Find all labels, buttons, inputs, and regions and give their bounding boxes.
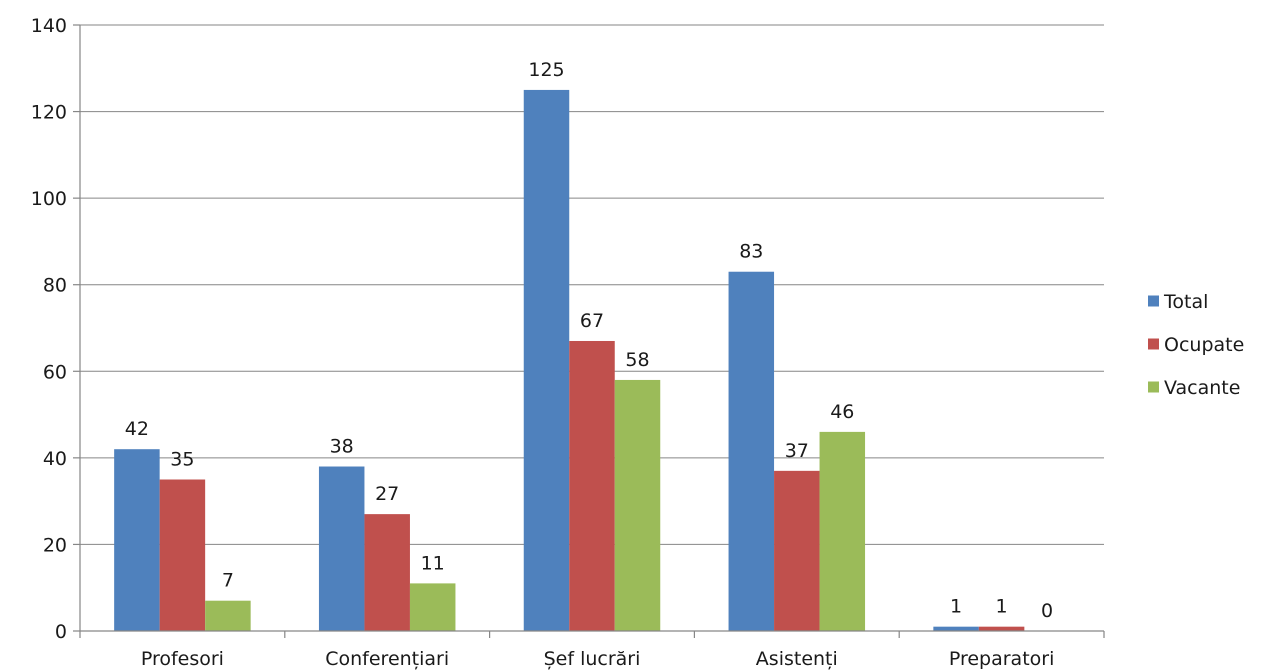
bar-conferentiari-ocupate bbox=[364, 514, 410, 631]
bar-conferentiari-vacante bbox=[409, 583, 456, 631]
legend-item-vacante: Vacante bbox=[1148, 377, 1240, 399]
data-label-preparatori-ocupate: 1 bbox=[996, 596, 1008, 618]
bar-profesori-ocupate bbox=[159, 479, 206, 631]
axes bbox=[79, 25, 1105, 638]
category-label-sef-lucrari: Șef lucrări bbox=[544, 648, 641, 670]
category-label-profesori: Profesori bbox=[141, 648, 224, 670]
y-tick-label: 20 bbox=[43, 534, 67, 556]
y-tick-label: 100 bbox=[31, 188, 67, 210]
bar-asistenti-total bbox=[728, 271, 775, 631]
bar-sef-lucrari-ocupate bbox=[569, 340, 615, 631]
bar-conferentiari-total bbox=[318, 466, 365, 631]
data-label-asistenti-vacante: 46 bbox=[830, 401, 854, 423]
bar-profesori-total bbox=[114, 449, 160, 631]
x-axis-categories: Profesori Conferențiari Șef lucrări Asisten… bbox=[141, 648, 1055, 670]
legend-swatch-vacante bbox=[1148, 381, 1159, 393]
legend-label-total: Total bbox=[1163, 291, 1208, 313]
legend-item-total: Total bbox=[1148, 291, 1208, 313]
bar-asistenti-vacante bbox=[819, 431, 866, 631]
bar-asistenti-ocupate bbox=[774, 470, 820, 631]
data-label-conferentiari-vacante: 11 bbox=[421, 552, 445, 574]
bar-preparatori-total bbox=[933, 626, 979, 631]
data-label-sef-lucrari-vacante: 58 bbox=[625, 349, 649, 371]
category-label-preparatori: Preparatori bbox=[949, 648, 1055, 670]
data-label-profesori-total: 42 bbox=[125, 418, 149, 440]
bar-sef-lucrari-total bbox=[523, 89, 570, 631]
bar-profesori-vacante bbox=[205, 600, 251, 631]
bar-sef-lucrari-vacante bbox=[614, 379, 661, 631]
legend: Total Ocupate Vacante bbox=[1148, 291, 1244, 399]
category-label-conferentiari: Conferențiari bbox=[325, 648, 449, 670]
bar-preparatori-ocupate bbox=[978, 626, 1025, 631]
legend-swatch-total bbox=[1148, 295, 1159, 307]
legend-label-vacante: Vacante bbox=[1164, 377, 1240, 399]
legend-label-ocupate: Ocupate bbox=[1164, 334, 1244, 356]
legend-swatch-ocupate bbox=[1148, 338, 1159, 350]
bars bbox=[114, 89, 1025, 631]
data-label-preparatori-total: 1 bbox=[950, 596, 962, 618]
y-tick-label: 120 bbox=[31, 102, 67, 124]
y-tick-label: 60 bbox=[43, 361, 67, 383]
data-label-profesori-ocupate: 35 bbox=[170, 449, 194, 471]
data-label-asistenti-total: 83 bbox=[739, 241, 763, 263]
y-tick-label: 140 bbox=[31, 15, 67, 37]
data-label-asistenti-ocupate: 37 bbox=[785, 440, 809, 462]
data-label-sef-lucrari-ocupate: 67 bbox=[580, 310, 604, 332]
legend-item-ocupate: Ocupate bbox=[1148, 334, 1244, 356]
data-label-sef-lucrari-total: 125 bbox=[528, 59, 564, 81]
data-label-conferentiari-ocupate: 27 bbox=[375, 483, 399, 505]
data-label-conferentiari-total: 38 bbox=[330, 436, 354, 458]
data-label-preparatori-vacante: 0 bbox=[1041, 600, 1053, 622]
y-tick-label: 0 bbox=[55, 621, 67, 643]
y-axis-ticks: 0 20 40 60 80 100 120 140 bbox=[31, 15, 80, 643]
data-label-profesori-vacante: 7 bbox=[222, 570, 234, 592]
y-tick-label: 40 bbox=[43, 448, 67, 470]
category-label-asistenti: Asistenți bbox=[756, 648, 838, 670]
y-tick-label: 80 bbox=[43, 275, 67, 297]
